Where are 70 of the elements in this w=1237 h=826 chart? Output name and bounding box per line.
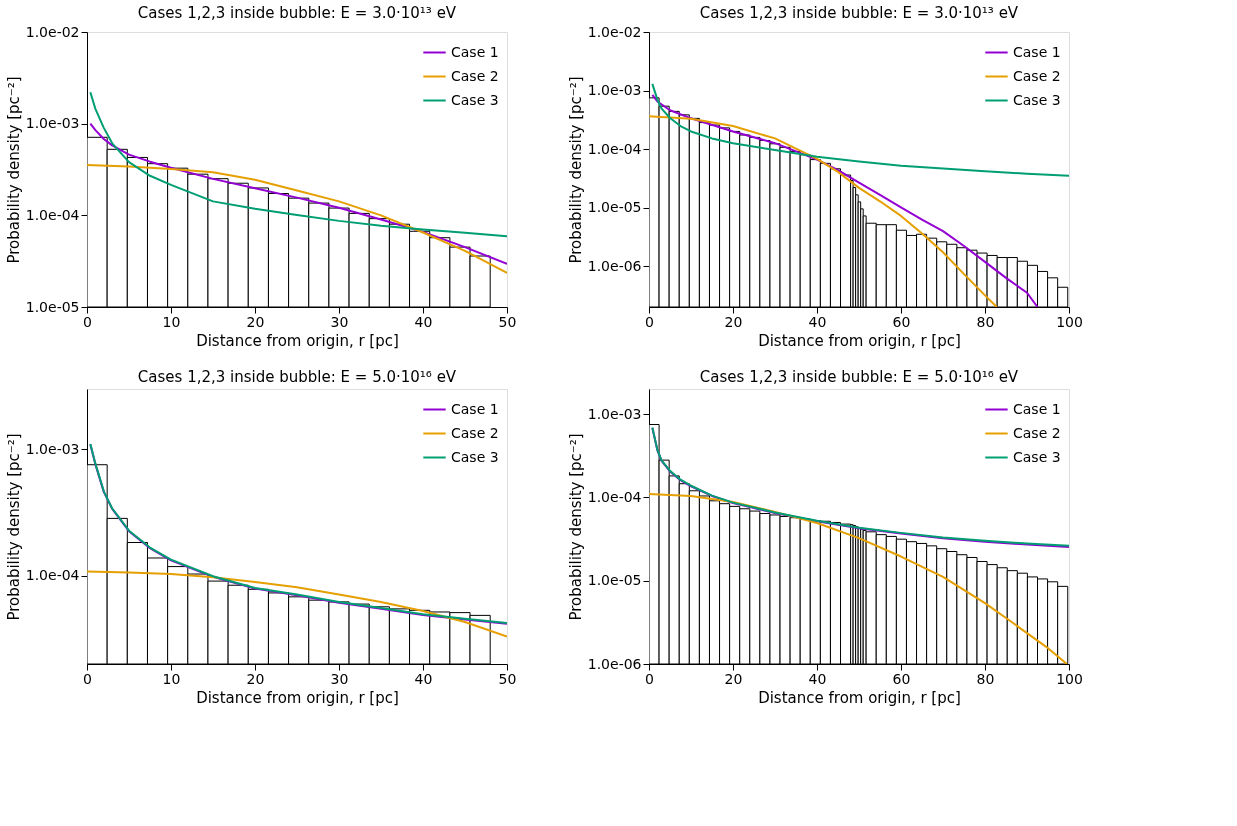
line-series (89, 122, 507, 265)
x-tick-label: 0 (645, 670, 654, 687)
x-tick-label: 40 (808, 670, 827, 687)
y-axis-title: Probability density [pc⁻²] (4, 433, 23, 621)
legend-label: Case 3 (451, 91, 499, 108)
y-tick-label: 1.0e-04 (587, 488, 642, 505)
chart-title: Cases 1,2,3 inside bubble: E = 5.0·10¹⁶ eV (137, 368, 457, 386)
x-tick-label: 100 (1056, 313, 1083, 330)
x-tick-label: 40 (808, 313, 827, 330)
x-axis-title: Distance from origin, r [pc] (196, 688, 399, 707)
legend-label: Case 3 (451, 448, 499, 465)
x-tick-label: 20 (246, 313, 265, 330)
y-tick-label: 1.0e-06 (587, 655, 642, 672)
x-tick-label: 20 (724, 313, 743, 330)
line-series (87, 163, 507, 274)
x-tick-label: 30 (330, 670, 349, 687)
x-tick-label: 60 (892, 313, 911, 330)
line-series (651, 82, 1069, 177)
x-tick-label: 40 (414, 670, 433, 687)
x-axis-title: Distance from origin, r [pc] (758, 688, 961, 707)
y-tick-label: 1.0e-06 (587, 257, 642, 274)
legend-label: Case 1 (1013, 400, 1061, 417)
x-tick-label: 20 (246, 670, 265, 687)
x-axis-title: Distance from origin, r [pc] (196, 331, 399, 350)
x-tick-label: 0 (645, 313, 654, 330)
y-tick-label: 1.0e-04 (587, 140, 642, 157)
y-tick-label: 1.0e-03 (587, 405, 642, 422)
y-axis-title: Probability density [pc⁻²] (566, 76, 585, 264)
x-tick-label: 60 (892, 670, 911, 687)
y-tick-label: 1.0e-04 (25, 567, 80, 584)
line-series (649, 115, 998, 307)
x-tick-label: 30 (330, 313, 349, 330)
x-tick-label: 20 (724, 670, 743, 687)
chart-title: Cases 1,2,3 inside bubble: E = 3.0·10¹³ eV (699, 4, 1019, 22)
y-tick-label: 1.0e-02 (25, 23, 80, 40)
y-tick-label: 1.0e-04 (25, 206, 80, 223)
x-tick-label: 50 (498, 313, 517, 330)
x-tick-label: 0 (83, 670, 92, 687)
x-axis-title: Distance from origin, r [pc] (758, 331, 961, 350)
x-tick-label: 10 (162, 313, 181, 330)
y-tick-label: 1.0e-05 (587, 199, 642, 216)
y-tick-label: 1.0e-03 (25, 440, 80, 457)
chart-title: Cases 1,2,3 inside bubble: E = 3.0·10¹³ eV (137, 4, 457, 22)
y-axis-title: Probability density [pc⁻²] (4, 76, 23, 264)
y-tick-label: 1.0e-02 (587, 23, 642, 40)
legend-label: Case 1 (451, 43, 499, 60)
legend-label: Case 3 (1013, 448, 1061, 465)
legend-label: Case 1 (1013, 43, 1061, 60)
legend-label: Case 2 (451, 424, 499, 441)
line-series (89, 443, 507, 625)
x-tick-label: 40 (414, 313, 433, 330)
y-tick-label: 1.0e-03 (25, 115, 80, 132)
x-tick-label: 10 (162, 670, 181, 687)
y-tick-label: 1.0e-05 (587, 572, 642, 589)
legend-label: Case 2 (1013, 67, 1061, 84)
legend-label: Case 2 (1013, 424, 1061, 441)
y-tick-label: 1.0e-05 (25, 298, 80, 315)
line-series (89, 91, 507, 238)
x-tick-label: 50 (498, 670, 517, 687)
y-tick-label: 1.0e-03 (587, 82, 642, 99)
x-tick-label: 0 (83, 313, 92, 330)
legend-label: Case 2 (451, 67, 499, 84)
line-series (87, 570, 507, 638)
legend-label: Case 3 (1013, 91, 1061, 108)
x-tick-label: 100 (1056, 670, 1083, 687)
y-axis-title: Probability density [pc⁻²] (566, 433, 585, 621)
chart-title: Cases 1,2,3 inside bubble: E = 5.0·10¹⁶ eV (699, 368, 1019, 386)
x-tick-label: 80 (976, 670, 995, 687)
legend-label: Case 1 (451, 400, 499, 417)
x-tick-label: 80 (976, 313, 995, 330)
